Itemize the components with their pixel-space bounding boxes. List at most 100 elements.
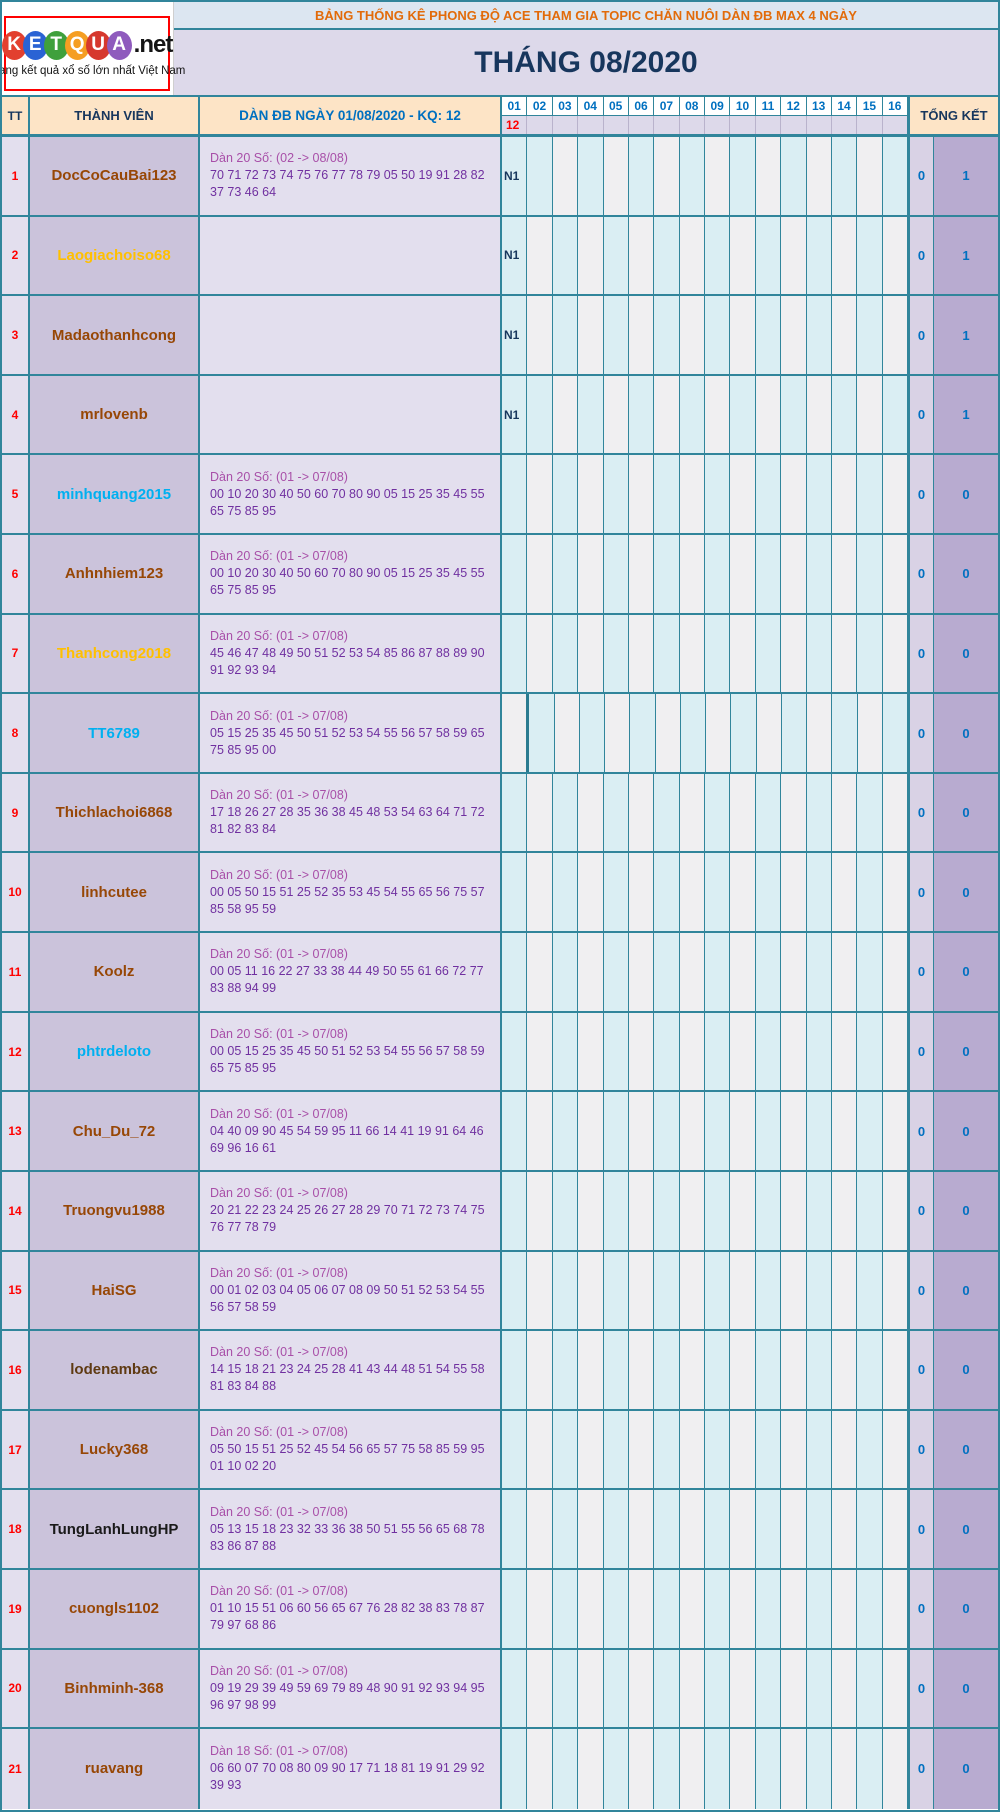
total-hits-cell: 0 <box>910 1649 934 1728</box>
table-row: 2 Laogiachoiso68 N1 0 1 <box>2 216 998 297</box>
day-cell <box>552 1251 579 1330</box>
day-cell <box>679 1410 705 1489</box>
entry-cell: Dàn 20 Số: (01 -> 07/08) 00 10 20 30 40 … <box>200 535 502 613</box>
day-cell <box>755 853 782 932</box>
day-cell <box>603 137 629 215</box>
day-cell <box>502 773 528 852</box>
table-row: 16 lodenambac Dàn 20 Số: (01 -> 07/08) 1… <box>2 1331 998 1411</box>
day-cell <box>755 933 782 1011</box>
day-cell <box>552 773 579 852</box>
day-cell <box>705 1092 731 1170</box>
day-cell <box>502 614 528 693</box>
total-score-cell: 0 <box>934 694 998 772</box>
day-cell <box>755 1251 782 1330</box>
day-cell <box>781 1649 807 1728</box>
day-cell <box>628 1092 655 1170</box>
day-cell <box>603 375 629 454</box>
day-cell <box>628 1729 655 1809</box>
day-cell <box>527 375 553 454</box>
day-cell <box>705 1410 731 1489</box>
day1-mark: N1 <box>502 216 528 295</box>
col-header-total: TỔNG KẾT <box>910 97 998 134</box>
tt-cell: 19 <box>2 1569 30 1648</box>
day-cell <box>603 1729 629 1809</box>
day-cell <box>679 375 705 454</box>
day-cell <box>882 1331 907 1409</box>
day-cell <box>552 1569 579 1648</box>
day-cell <box>882 694 907 772</box>
table-row: 3 Madaothanhcong N1 0 1 <box>2 296 998 376</box>
day-cell <box>730 1171 756 1250</box>
day-cell <box>806 137 832 215</box>
day-cell <box>679 773 705 852</box>
day-cell <box>679 1171 705 1250</box>
tt-cell: 15 <box>2 1251 30 1330</box>
day-cell <box>831 375 858 454</box>
day-cell <box>857 296 883 374</box>
day-cell <box>755 1092 782 1170</box>
day-cell <box>857 694 883 772</box>
total-hits-cell: 0 <box>910 1092 934 1170</box>
day-cells <box>502 1251 910 1330</box>
day-cell <box>502 1331 528 1409</box>
entry-numbers: 00 10 20 30 40 50 60 70 80 90 05 15 25 3… <box>210 486 485 518</box>
day-cell <box>527 296 553 374</box>
table-row: 12 phtrdeloto Dàn 20 Số: (01 -> 07/08) 0… <box>2 1012 998 1093</box>
day-result-empty <box>832 116 858 134</box>
day-cell <box>527 535 553 613</box>
day-cell <box>603 1331 629 1409</box>
total-hits-cell: 0 <box>910 216 934 295</box>
day-cell <box>578 1171 604 1250</box>
day-cell <box>882 1649 907 1728</box>
day-result-empty <box>807 116 832 134</box>
col-header-entry: DÀN ĐB NGÀY 01/08/2020 - KQ: 12 <box>200 97 502 134</box>
day-cell <box>605 694 631 772</box>
day-cell <box>730 535 756 613</box>
day-result-empty <box>781 116 807 134</box>
day-cell <box>831 1729 858 1809</box>
total-score-cell: 0 <box>934 535 998 613</box>
day-cell <box>831 137 858 215</box>
day-cell <box>603 933 629 1011</box>
day-cell <box>527 1251 553 1330</box>
table-row: 8 TT6789 Dàn 20 Số: (01 -> 07/08) 05 15 … <box>2 694 998 774</box>
total-score-cell: 0 <box>934 853 998 932</box>
day-cell <box>831 773 858 852</box>
total-score-cell: 0 <box>934 1649 998 1728</box>
day-cell <box>527 933 553 1011</box>
day1-mark: N1 <box>502 137 528 215</box>
header-band: K E T Q U A .net Trang kết quả xổ số lớn nhất … <box>2 2 998 97</box>
day-cell <box>654 1331 680 1409</box>
member-name: minhquang2015 <box>30 455 200 534</box>
day-cell <box>680 694 706 772</box>
day-header: 01 <box>502 97 528 115</box>
day-cell <box>578 137 604 215</box>
day-cell <box>831 1569 858 1648</box>
day-cell <box>527 1012 553 1091</box>
tt-cell: 5 <box>2 455 30 534</box>
day-cell <box>857 137 883 215</box>
entry-cell: Dàn 20 Số: (01 -> 07/08) 00 05 15 25 35 … <box>200 1012 502 1091</box>
entry-cell <box>200 296 502 374</box>
total-hits-cell: 0 <box>910 296 934 374</box>
table-row: 20 Binhminh-368 Dàn 20 Số: (01 -> 07/08)… <box>2 1649 998 1730</box>
day-cell <box>705 137 731 215</box>
day-header: 15 <box>857 97 883 115</box>
day-cell <box>730 455 756 534</box>
day-cell <box>654 1729 680 1809</box>
table-row: 9 Thichlachoi6868 Dàn 20 Số: (01 -> 07/0… <box>2 773 998 854</box>
member-name: Chu_Du_72 <box>30 1092 200 1170</box>
day-cell <box>755 296 782 374</box>
day-cell <box>654 1490 680 1568</box>
entry-cell: Dàn 20 Số: (01 -> 07/08) 00 05 50 15 51 … <box>200 853 502 932</box>
day-cell <box>628 614 655 693</box>
day-cell <box>755 1569 782 1648</box>
day-cell <box>603 1012 629 1091</box>
day-cell <box>781 853 807 932</box>
day-cells <box>502 614 910 693</box>
total-hits-cell: 0 <box>910 375 934 454</box>
day-cell <box>882 375 907 454</box>
total-score-cell: 0 <box>934 1490 998 1568</box>
entry-cell: Dàn 20 Số: (01 -> 07/08) 00 05 11 16 22 … <box>200 933 502 1011</box>
day-cell <box>806 933 832 1011</box>
